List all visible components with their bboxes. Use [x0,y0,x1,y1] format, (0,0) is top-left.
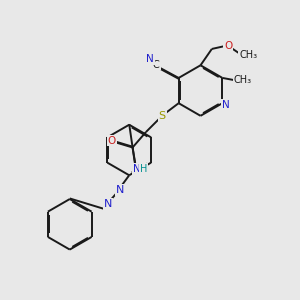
Text: N: N [133,164,141,174]
Text: S: S [159,111,166,121]
Text: N: N [222,100,230,110]
Text: H: H [140,164,148,174]
Text: N: N [146,54,154,64]
Text: O: O [108,136,116,146]
Text: C: C [153,59,160,70]
Text: N: N [103,199,112,209]
Text: O: O [224,41,232,51]
Text: CH₃: CH₃ [234,75,252,85]
Text: N: N [116,185,124,195]
Text: CH₃: CH₃ [239,50,257,60]
